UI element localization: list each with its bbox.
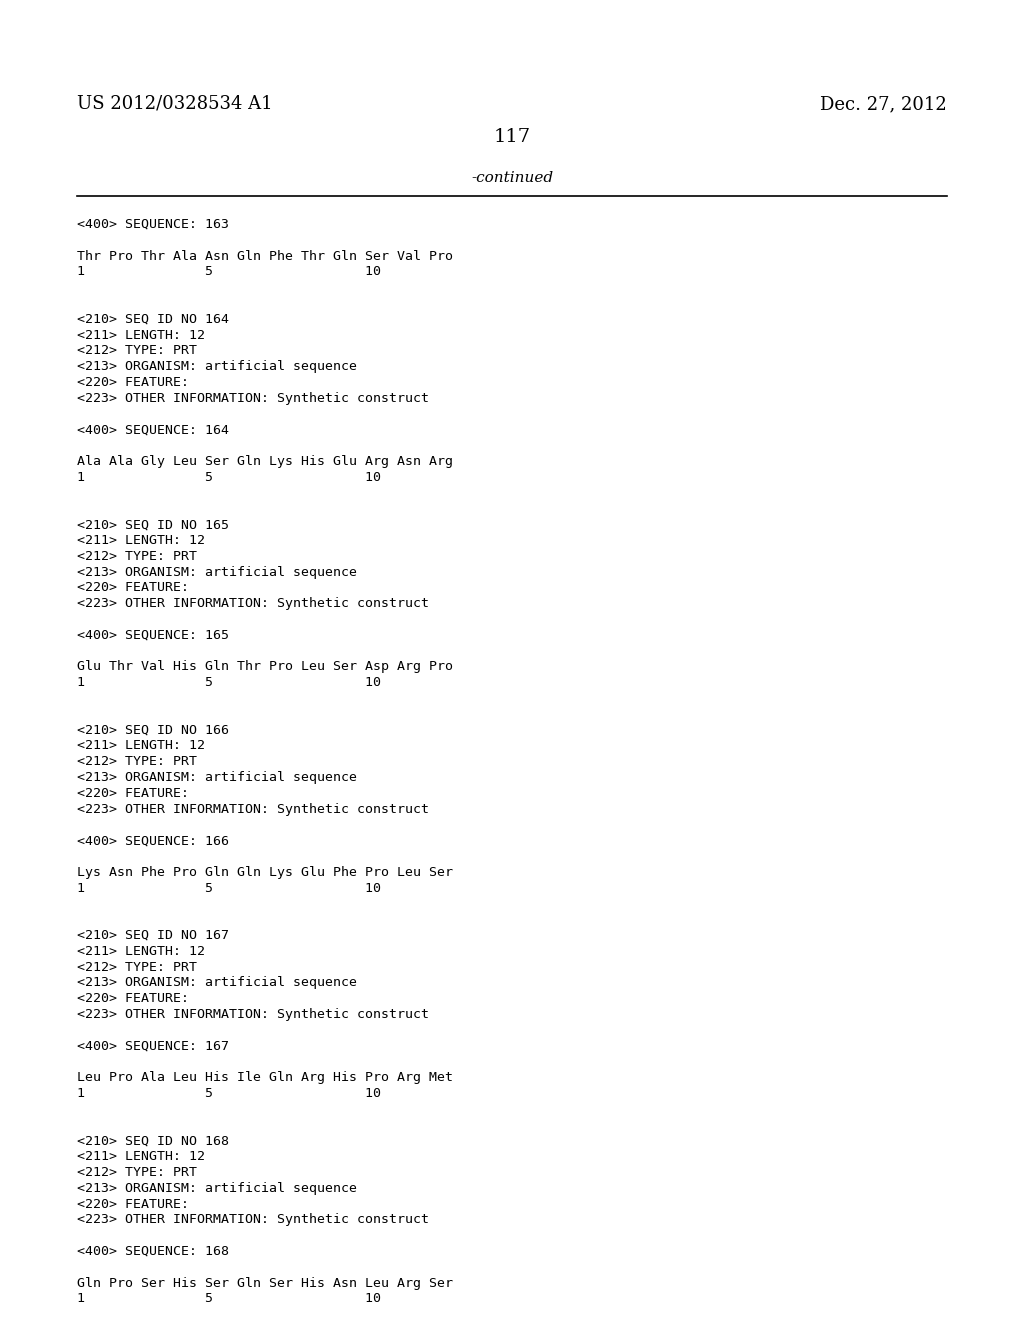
Text: <223> OTHER INFORMATION: Synthetic construct: <223> OTHER INFORMATION: Synthetic const…: [77, 597, 429, 610]
Text: <223> OTHER INFORMATION: Synthetic construct: <223> OTHER INFORMATION: Synthetic const…: [77, 1008, 429, 1020]
Text: <212> TYPE: PRT: <212> TYPE: PRT: [77, 345, 197, 358]
Text: <211> LENGTH: 12: <211> LENGTH: 12: [77, 329, 205, 342]
Text: <211> LENGTH: 12: <211> LENGTH: 12: [77, 945, 205, 958]
Text: -continued: -continued: [471, 172, 553, 185]
Text: <210> SEQ ID NO 166: <210> SEQ ID NO 166: [77, 723, 228, 737]
Text: <400> SEQUENCE: 164: <400> SEQUENCE: 164: [77, 424, 228, 437]
Text: <220> FEATURE:: <220> FEATURE:: [77, 993, 188, 1006]
Text: <220> FEATURE:: <220> FEATURE:: [77, 376, 188, 389]
Text: <210> SEQ ID NO 167: <210> SEQ ID NO 167: [77, 929, 228, 942]
Text: <400> SEQUENCE: 167: <400> SEQUENCE: 167: [77, 1040, 228, 1052]
Text: <210> SEQ ID NO 164: <210> SEQ ID NO 164: [77, 313, 228, 326]
Text: Lys Asn Phe Pro Gln Gln Lys Glu Phe Pro Leu Ser: Lys Asn Phe Pro Gln Gln Lys Glu Phe Pro …: [77, 866, 453, 879]
Text: <213> ORGANISM: artificial sequence: <213> ORGANISM: artificial sequence: [77, 977, 356, 990]
Text: <213> ORGANISM: artificial sequence: <213> ORGANISM: artificial sequence: [77, 771, 356, 784]
Text: Ala Ala Gly Leu Ser Gln Lys His Glu Arg Asn Arg: Ala Ala Gly Leu Ser Gln Lys His Glu Arg …: [77, 455, 453, 469]
Text: Glu Thr Val His Gln Thr Pro Leu Ser Asp Arg Pro: Glu Thr Val His Gln Thr Pro Leu Ser Asp …: [77, 660, 453, 673]
Text: Dec. 27, 2012: Dec. 27, 2012: [820, 95, 947, 114]
Text: <220> FEATURE:: <220> FEATURE:: [77, 581, 188, 594]
Text: <223> OTHER INFORMATION: Synthetic construct: <223> OTHER INFORMATION: Synthetic const…: [77, 392, 429, 405]
Text: Thr Pro Thr Ala Asn Gln Phe Thr Gln Ser Val Pro: Thr Pro Thr Ala Asn Gln Phe Thr Gln Ser …: [77, 249, 453, 263]
Text: 117: 117: [494, 128, 530, 147]
Text: <400> SEQUENCE: 163: <400> SEQUENCE: 163: [77, 218, 228, 231]
Text: Gln Pro Ser His Ser Gln Ser His Asn Leu Arg Ser: Gln Pro Ser His Ser Gln Ser His Asn Leu …: [77, 1276, 453, 1290]
Text: <212> TYPE: PRT: <212> TYPE: PRT: [77, 755, 197, 768]
Text: US 2012/0328534 A1: US 2012/0328534 A1: [77, 95, 272, 114]
Text: <213> ORGANISM: artificial sequence: <213> ORGANISM: artificial sequence: [77, 1181, 356, 1195]
Text: <400> SEQUENCE: 168: <400> SEQUENCE: 168: [77, 1245, 228, 1258]
Text: 1               5                   10: 1 5 10: [77, 882, 381, 895]
Text: 1               5                   10: 1 5 10: [77, 265, 381, 279]
Text: <211> LENGTH: 12: <211> LENGTH: 12: [77, 535, 205, 546]
Text: <211> LENGTH: 12: <211> LENGTH: 12: [77, 739, 205, 752]
Text: <220> FEATURE:: <220> FEATURE:: [77, 1197, 188, 1210]
Text: <223> OTHER INFORMATION: Synthetic construct: <223> OTHER INFORMATION: Synthetic const…: [77, 1213, 429, 1226]
Text: <210> SEQ ID NO 165: <210> SEQ ID NO 165: [77, 519, 228, 531]
Text: <400> SEQUENCE: 166: <400> SEQUENCE: 166: [77, 834, 228, 847]
Text: <212> TYPE: PRT: <212> TYPE: PRT: [77, 961, 197, 974]
Text: Leu Pro Ala Leu His Ile Gln Arg His Pro Arg Met: Leu Pro Ala Leu His Ile Gln Arg His Pro …: [77, 1072, 453, 1084]
Text: 1               5                   10: 1 5 10: [77, 1292, 381, 1305]
Text: <212> TYPE: PRT: <212> TYPE: PRT: [77, 1166, 197, 1179]
Text: 1               5                   10: 1 5 10: [77, 676, 381, 689]
Text: 1               5                   10: 1 5 10: [77, 471, 381, 484]
Text: <220> FEATURE:: <220> FEATURE:: [77, 787, 188, 800]
Text: <213> ORGANISM: artificial sequence: <213> ORGANISM: artificial sequence: [77, 360, 356, 374]
Text: <223> OTHER INFORMATION: Synthetic construct: <223> OTHER INFORMATION: Synthetic const…: [77, 803, 429, 816]
Text: <213> ORGANISM: artificial sequence: <213> ORGANISM: artificial sequence: [77, 565, 356, 578]
Text: <210> SEQ ID NO 168: <210> SEQ ID NO 168: [77, 1134, 228, 1147]
Text: <212> TYPE: PRT: <212> TYPE: PRT: [77, 550, 197, 562]
Text: 1               5                   10: 1 5 10: [77, 1086, 381, 1100]
Text: <400> SEQUENCE: 165: <400> SEQUENCE: 165: [77, 628, 228, 642]
Text: <211> LENGTH: 12: <211> LENGTH: 12: [77, 1150, 205, 1163]
